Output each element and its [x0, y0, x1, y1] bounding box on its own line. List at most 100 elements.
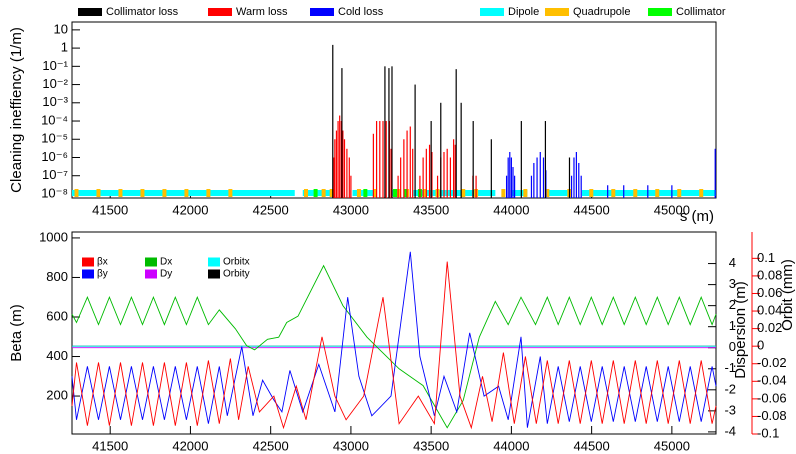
loss-bar	[449, 157, 452, 198]
loss-bar	[340, 121, 342, 198]
element	[228, 189, 233, 197]
legend-label: Dy	[160, 269, 172, 280]
loss-bar	[539, 152, 541, 198]
axis-title: s (m)	[680, 208, 714, 225]
axis-title: Orbit (mm)	[779, 259, 796, 331]
element	[356, 189, 361, 197]
element	[303, 189, 308, 197]
element	[329, 189, 334, 197]
loss-bar	[385, 121, 387, 198]
element	[403, 189, 408, 197]
loss-bar	[455, 69, 457, 198]
loss-bar	[454, 144, 456, 198]
loss-bar	[453, 139, 455, 198]
legend-swatch	[82, 269, 94, 279]
x-tick-label: 45000	[654, 438, 690, 453]
legend-label: Orbity	[223, 269, 250, 280]
element	[501, 189, 506, 197]
element	[677, 189, 682, 197]
loss-bar	[544, 121, 547, 198]
y-tick-label: -0.06	[757, 390, 787, 405]
y-tick-label: 10⁻⁵	[41, 131, 68, 146]
loss-bar	[425, 148, 427, 198]
element	[321, 189, 326, 197]
y-tick-label: 0.08	[757, 267, 782, 282]
y-tick-label: 0.06	[757, 285, 782, 300]
loss-bar	[406, 130, 408, 198]
loss-bar	[578, 162, 580, 198]
loss-bar	[436, 175, 439, 198]
loss-bar	[384, 66, 386, 198]
element-span	[352, 190, 374, 196]
loss-bar	[443, 152, 445, 198]
loss-bar	[512, 167, 514, 198]
legend-label: Warm loss	[236, 6, 288, 18]
loss-bar	[714, 148, 716, 198]
loss-bar	[414, 84, 416, 198]
plot-frame	[71, 231, 717, 435]
loss-bar	[568, 157, 571, 198]
y-tick-label: 0.02	[757, 320, 782, 335]
legend-label: Cold loss	[338, 6, 384, 18]
y-tick-label: 3	[729, 276, 736, 291]
y-tick-label: -3	[724, 402, 736, 417]
legend-label: βx	[97, 257, 108, 268]
loss-bar	[419, 175, 421, 198]
element	[393, 189, 398, 197]
loss-bar	[343, 139, 346, 198]
y-tick-label: -4	[724, 423, 736, 438]
legend-swatch	[82, 257, 94, 267]
x-tick-label: 43500	[413, 438, 449, 453]
y-tick-label: 1	[61, 40, 68, 55]
loss-bar	[460, 102, 462, 198]
legend-label: βy	[97, 269, 108, 280]
y-tick-label: 0.04	[757, 302, 782, 317]
x-tick-label: 42500	[253, 202, 289, 217]
plot-frame	[71, 21, 717, 199]
loss-bar	[350, 175, 352, 198]
element	[461, 189, 466, 197]
x-tick-label: 43000	[333, 438, 369, 453]
loss-bar	[379, 121, 381, 198]
y-tick-label: 1	[729, 318, 736, 333]
legend-label: Collimator	[676, 6, 726, 18]
x-tick-label: 44000	[493, 438, 529, 453]
y-tick-label: -0.1	[757, 425, 779, 440]
element-span	[546, 190, 571, 196]
y-tick-label: 600	[46, 308, 68, 323]
loss-bar	[509, 152, 511, 198]
legend-label: Dx	[160, 257, 172, 268]
loss-bar	[607, 185, 609, 198]
loss-bar	[391, 66, 393, 198]
y-tick-label: 800	[46, 269, 68, 284]
axis-title: Beta (m)	[8, 304, 25, 362]
loss-bar	[372, 133, 374, 198]
loss-bar	[337, 121, 339, 198]
legend-swatch	[648, 8, 672, 16]
element	[162, 189, 167, 197]
x-tick-label: 44500	[574, 438, 610, 453]
y-tick-label: 10⁻³	[42, 94, 68, 109]
loss-bar	[348, 157, 350, 198]
y-tick-label: 4	[729, 255, 736, 270]
x-tick-label: 45000	[654, 202, 690, 217]
y-tick-label: 0	[757, 338, 764, 353]
legend-swatch	[208, 269, 220, 279]
axis-title: Cleaning ineffiency (1/m)	[8, 27, 25, 193]
loss-bar	[382, 121, 384, 198]
element	[655, 189, 660, 197]
loss-bar	[575, 152, 577, 198]
loss-bar	[647, 185, 649, 198]
element	[545, 189, 550, 197]
series-line	[71, 261, 717, 430]
loss-bar	[334, 139, 336, 198]
loss-bar	[542, 157, 545, 198]
loss-bar	[446, 148, 448, 198]
loss-bar	[335, 130, 338, 198]
y-tick-label: 10⁻⁸	[41, 185, 68, 200]
legend-swatch	[208, 257, 220, 267]
element	[372, 189, 377, 197]
element-span	[413, 190, 496, 196]
loss-bar	[580, 175, 582, 198]
